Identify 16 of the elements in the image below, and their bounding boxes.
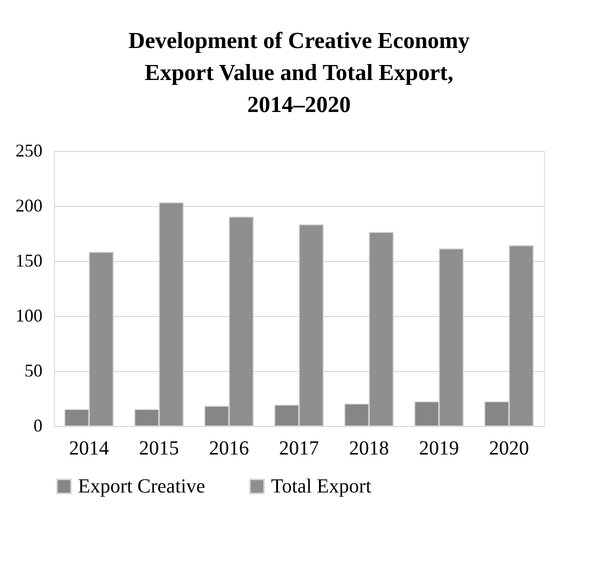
x-tick-label: 2018 xyxy=(349,438,389,460)
y-tick-label: 100 xyxy=(16,306,42,326)
x-tick-label: 2016 xyxy=(209,438,249,460)
y-tick-label: 0 xyxy=(34,416,42,436)
y-tick-label: 150 xyxy=(16,250,42,270)
chart-title: Development of Creative Economy Export Value and Total Export, 2014–2020 xyxy=(128,28,470,117)
legend-label: Export Creative xyxy=(78,475,206,498)
legend-label: Total Export xyxy=(271,475,372,498)
x-tick-label: 2020 xyxy=(489,438,529,460)
y-tick-label: 50 xyxy=(24,360,42,380)
y-tick-label: 200 xyxy=(16,196,42,216)
x-tick-label: 2014 xyxy=(69,438,109,460)
y-tick-label: 250 xyxy=(16,140,42,160)
x-tick-label: 2017 xyxy=(279,438,319,460)
x-tick-label: 2019 xyxy=(419,438,459,460)
x-tick-label: 2015 xyxy=(139,438,179,460)
